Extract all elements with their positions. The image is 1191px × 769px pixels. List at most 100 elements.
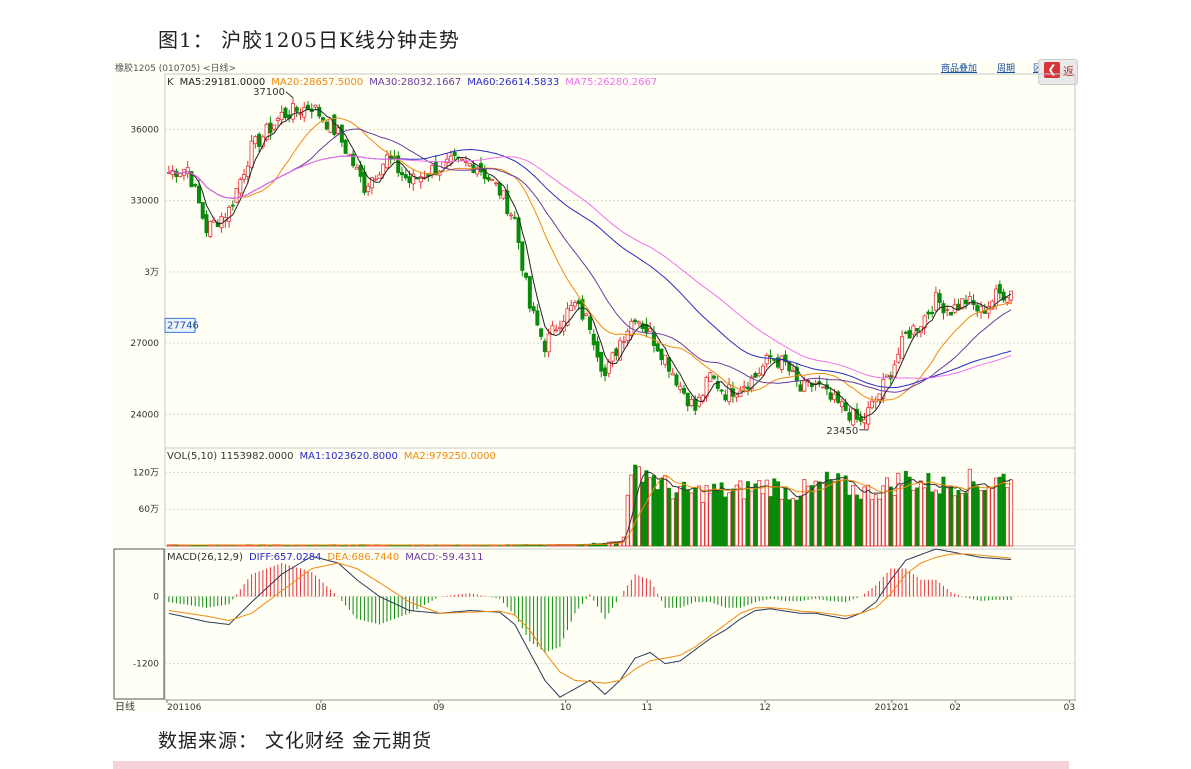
high-price-label: 37100 (253, 87, 285, 98)
candle-body (245, 165, 250, 177)
candle-body (433, 161, 438, 176)
candle-body (749, 376, 754, 390)
candle-body (663, 354, 668, 365)
candle-body (888, 375, 893, 380)
candle-body (227, 206, 232, 222)
volume-bar (956, 489, 961, 547)
volume-bar (960, 493, 965, 547)
candle-body (535, 310, 540, 326)
overlay-commodity-link[interactable]: 商品叠加 (941, 64, 978, 74)
volume-bar (937, 493, 942, 547)
volume-bar (723, 496, 728, 547)
candle-body (948, 312, 953, 316)
candle-body (745, 386, 750, 390)
candle-body (666, 357, 671, 372)
volume-bar (633, 464, 638, 547)
back-button[interactable]: ❮ 返 (1038, 59, 1078, 85)
candle-body (606, 361, 611, 374)
candle-body (584, 313, 589, 316)
candle-body (693, 398, 698, 411)
candle-body (881, 379, 886, 399)
price-legend-ma5: MA5:29181.0000 (180, 77, 266, 88)
volume-bar (651, 475, 656, 547)
volume-bar (877, 498, 882, 547)
candle-body (283, 107, 288, 119)
x-tick-label: 11 (641, 703, 652, 712)
candle-body (776, 357, 781, 368)
volume-bar (708, 492, 713, 547)
volume-bar (915, 487, 920, 547)
volume-bar (806, 485, 811, 547)
candle-body (238, 179, 243, 194)
candle-body (757, 373, 762, 377)
volume-bar (1009, 479, 1014, 547)
candle-body (264, 123, 269, 140)
volume-bar (933, 489, 938, 547)
candle-body (821, 386, 826, 389)
macd-tick-label: 0 (153, 593, 159, 603)
volume-bar (663, 475, 668, 547)
volume-bar (945, 486, 950, 547)
price-ma-line-ma75 (168, 155, 1012, 379)
candle-body (798, 384, 803, 392)
volume-bar (862, 486, 867, 547)
volume-bar (979, 490, 984, 547)
candle-body (396, 155, 401, 174)
candle-body (911, 325, 916, 335)
candle-body (678, 385, 683, 390)
volume-bar (922, 487, 927, 547)
candle-body (858, 416, 863, 422)
candle-body (723, 394, 728, 401)
figure-title: 图1： 沪胶1205日K线分钟走势 (158, 28, 460, 52)
volume-bar (982, 489, 987, 547)
candle-body (546, 333, 551, 353)
volume-bar (648, 477, 653, 547)
volume-bar (734, 484, 739, 547)
candle-body (512, 216, 517, 219)
candle-body (302, 106, 307, 118)
candle-body (185, 166, 190, 175)
candle-body (945, 308, 950, 311)
candle-body (452, 152, 457, 157)
candle-body (542, 340, 547, 353)
candle-body (591, 333, 596, 346)
volume-bar (700, 501, 705, 547)
candle-body (294, 107, 299, 112)
macd-legend-macd: MACD(26,12,9) (167, 552, 243, 563)
candle-body (362, 171, 367, 193)
price-tick-label: 27000 (130, 339, 159, 349)
candle-body (343, 139, 348, 154)
candle-body (275, 118, 280, 122)
candle-body (242, 174, 247, 180)
volume-bar (836, 473, 841, 547)
volume-bar (824, 471, 829, 547)
period-link[interactable]: 周期 (997, 64, 1016, 74)
volume-bar (843, 475, 848, 547)
candle-body (704, 377, 709, 398)
volume-bar (813, 480, 818, 547)
candle-body (430, 165, 435, 175)
candle-body (1005, 297, 1010, 303)
volume-bar (678, 485, 683, 547)
candle-body (926, 311, 931, 315)
candle-body (253, 136, 258, 145)
volume-bar (670, 498, 675, 547)
volume-bar (948, 486, 953, 547)
candle-body (369, 177, 374, 189)
kline-chart[interactable]: 36000 33000 3万 27000 24000 K MA5:29181.0000 MA2… (113, 60, 1076, 712)
candle-body (685, 392, 690, 407)
candle-body (783, 354, 788, 363)
macd-histogram (168, 562, 1012, 653)
volume-bar (964, 492, 969, 547)
candle-body (445, 158, 450, 163)
volume-bar (900, 484, 905, 547)
range-link[interactable]: 区 (1033, 61, 1042, 74)
candle-body (802, 380, 807, 392)
candle-body (554, 329, 559, 332)
candle-body (885, 374, 890, 378)
price-legend-k: K (167, 77, 174, 88)
candle-body (836, 391, 841, 403)
candle-body (610, 352, 615, 362)
candle-body (531, 306, 536, 312)
candle-body (298, 113, 303, 116)
